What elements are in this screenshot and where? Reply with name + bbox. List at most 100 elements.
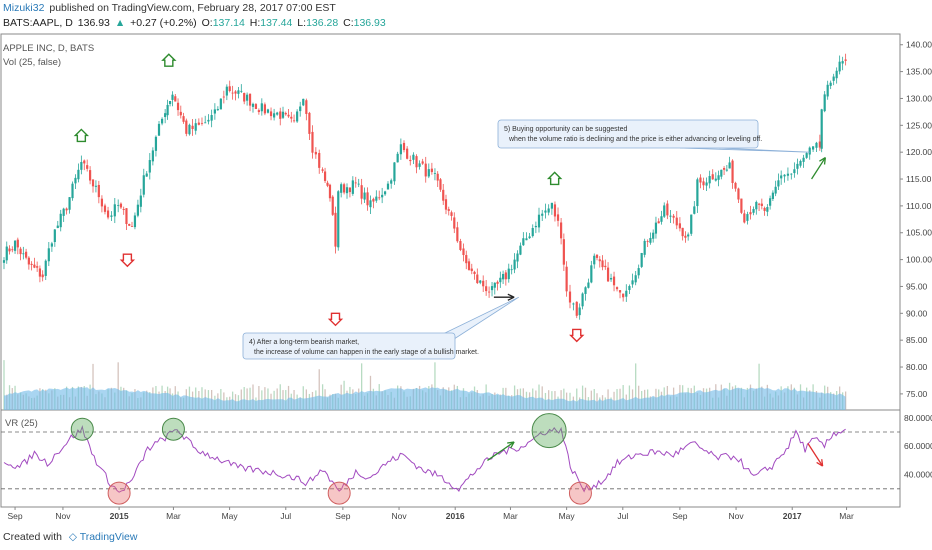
candle-body (41, 274, 44, 278)
candle-body (473, 271, 476, 275)
candle-body (606, 267, 610, 282)
x-tick-label: Mar (166, 511, 181, 521)
x-tick-label: Sep (7, 511, 22, 521)
candle-body (269, 111, 273, 117)
change-text: +0.27 (+0.2%) (130, 17, 197, 29)
x-tick-label: 2017 (783, 511, 802, 521)
candle-body (752, 209, 755, 213)
candle-body (593, 255, 596, 265)
candle-body (823, 94, 826, 112)
candle-body (771, 192, 774, 199)
candle-body (200, 122, 204, 124)
candle-body (182, 116, 185, 122)
candle-body (311, 131, 314, 153)
candle-body (820, 109, 823, 149)
vr-tick-label: 80.0000 (904, 413, 932, 423)
candle-body (601, 260, 604, 268)
candle-body (225, 86, 228, 96)
candle-body (749, 212, 752, 215)
candle-body (763, 207, 766, 211)
candle-body (838, 61, 841, 72)
candle-body (504, 272, 507, 280)
tradingview-link[interactable]: TradingView (79, 531, 138, 543)
vr-line (3, 424, 846, 493)
candle-body (565, 266, 568, 292)
candle-body (179, 111, 182, 116)
red-vr-arrow-head (816, 459, 824, 467)
candle-body (231, 92, 234, 94)
candle-body (826, 84, 829, 97)
candle-body (334, 212, 337, 247)
candle-body (687, 234, 690, 237)
candle-body (516, 253, 519, 262)
candle-body (553, 204, 557, 217)
candle-body (204, 122, 207, 124)
vr-tick-label: 60.0000 (904, 441, 932, 451)
price-tick-label: 115.00 (906, 174, 932, 184)
candle-body (550, 202, 553, 209)
candle-body (185, 120, 188, 134)
candle-body (479, 280, 482, 283)
candle-body (534, 225, 537, 228)
candle-body (725, 169, 728, 171)
candle-body (615, 287, 619, 290)
candle-body (783, 174, 786, 177)
candle-body (841, 61, 844, 64)
candle-body (708, 176, 711, 184)
candle-body (453, 217, 456, 229)
candle-body (237, 90, 240, 94)
candle-body (168, 101, 172, 104)
candle-body (263, 104, 267, 114)
candle-body (844, 59, 847, 61)
candle-body (760, 203, 763, 206)
callout-4-text: 4) After a long-term bearish market, (249, 339, 359, 346)
candle-body (396, 153, 399, 163)
candle-body (62, 208, 65, 216)
price-tick-label: 95.00 (906, 281, 928, 291)
candle-body (598, 259, 601, 262)
candle-body (436, 173, 439, 181)
candle-body (194, 123, 197, 131)
candle-body (148, 160, 151, 173)
candle-body (254, 104, 258, 109)
candle-body (197, 122, 200, 125)
candle-body (669, 215, 672, 217)
vr-layer (1, 413, 900, 505)
candle-body (65, 208, 68, 211)
candle-body (684, 235, 687, 238)
candle-body (33, 264, 36, 268)
vr-tick-label: 40.0000 (904, 470, 932, 480)
candle-body (737, 188, 740, 200)
candle-body (660, 216, 663, 222)
symbol-label: BATS:AAPL, D (3, 17, 73, 29)
plot-border (0, 33, 901, 508)
candle-body (459, 241, 462, 250)
candle-body (11, 249, 14, 251)
candle-body (8, 248, 11, 252)
candle-body (117, 205, 120, 207)
candle-body (450, 212, 453, 216)
candle-body (678, 223, 681, 229)
candle-body (292, 120, 296, 122)
candle-body (248, 93, 252, 106)
candle-body (5, 246, 8, 261)
author-link[interactable]: Mizuki32 (3, 2, 45, 14)
candle-body (832, 76, 835, 81)
candle-body (94, 185, 98, 187)
candle-body (595, 254, 599, 258)
candle-body (637, 268, 640, 276)
candle-body (160, 118, 164, 124)
candle-body (406, 148, 409, 159)
candle-body (774, 186, 777, 194)
candle-body (575, 301, 578, 316)
candle-body (493, 282, 496, 288)
candle-body (222, 96, 225, 98)
candle-body (213, 109, 216, 114)
candle-body (424, 163, 427, 177)
candle-body (711, 174, 714, 180)
candle-body (559, 222, 563, 239)
candle-body (490, 286, 494, 291)
candle-body (421, 161, 424, 164)
candle-body (22, 253, 25, 255)
candle-body (314, 151, 317, 155)
